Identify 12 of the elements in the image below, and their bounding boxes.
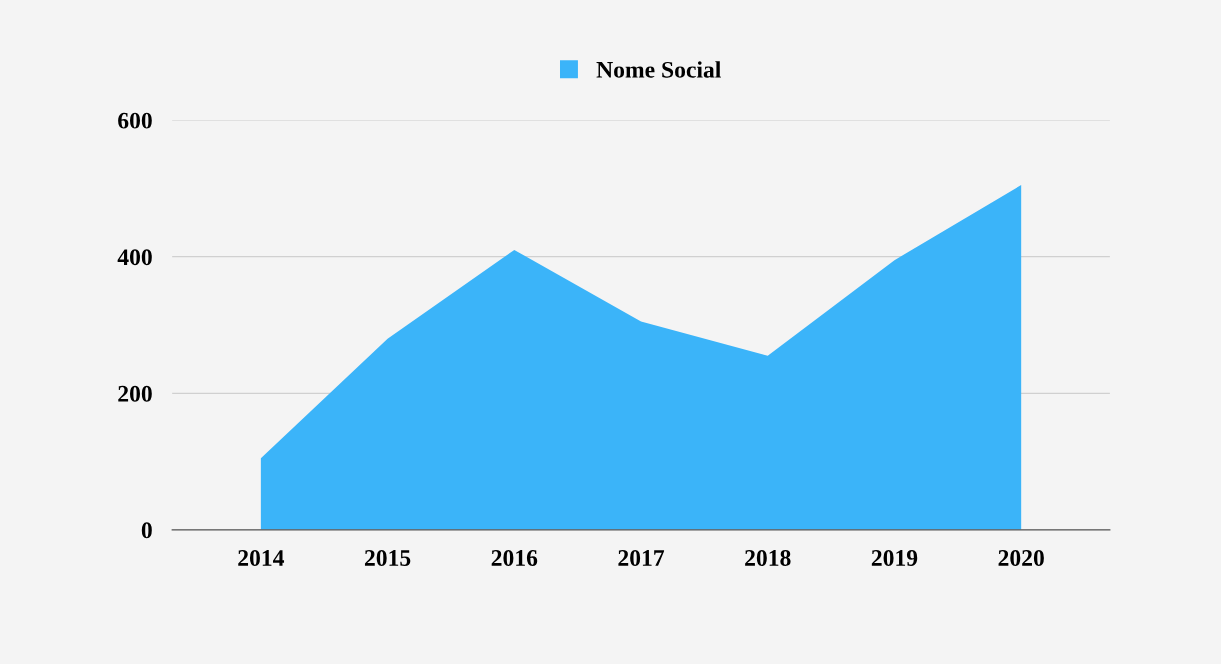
y-tick-label: 200 xyxy=(118,385,152,402)
x-tick-label: 2014 xyxy=(238,550,285,566)
y-tick-label: 0 xyxy=(141,522,152,539)
y-tick-label: 400 xyxy=(117,249,152,266)
x-tick-label: 2020 xyxy=(998,550,1044,566)
x-tick-label: 2017 xyxy=(618,550,665,566)
legend-label: Nome Social xyxy=(596,61,721,78)
x-tick-label: 2019 xyxy=(871,550,918,566)
x-tick-label: 2015 xyxy=(364,550,411,566)
x-tick-label: 2016 xyxy=(491,550,538,566)
x-tick-label: 2018 xyxy=(745,550,791,566)
y-tick-label: 600 xyxy=(118,112,152,129)
